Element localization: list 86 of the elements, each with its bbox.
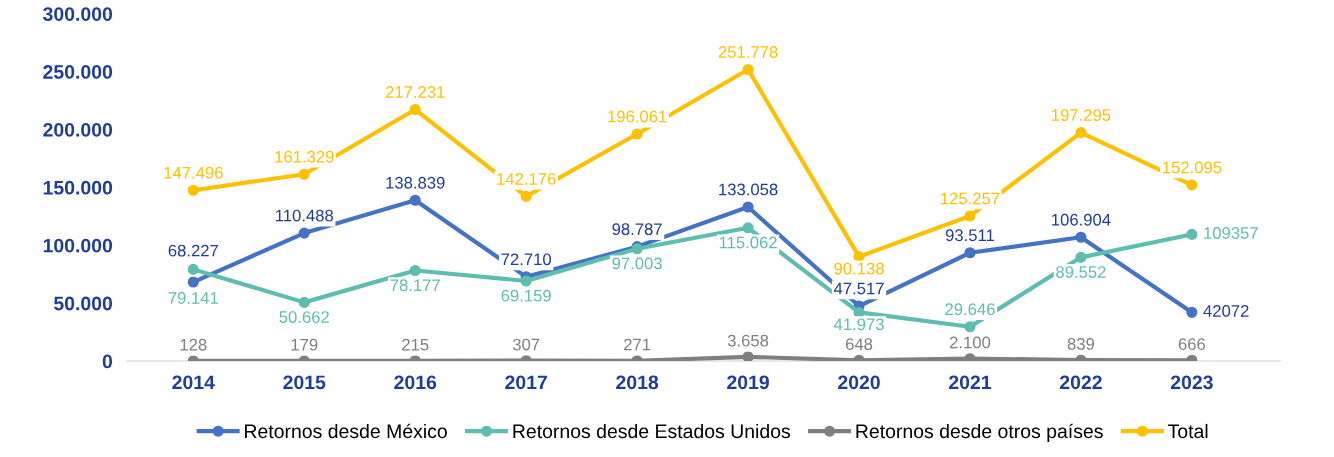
data-label: 109357 (1204, 227, 1258, 239)
data-label: 128 (180, 338, 207, 351)
y-tick-label: 250.000 (43, 65, 113, 79)
point (1186, 306, 1198, 318)
point (964, 321, 976, 333)
data-label: 142.176 (497, 173, 556, 185)
data-label: 215 (402, 338, 429, 351)
data-label: 217.231 (385, 86, 445, 98)
point (298, 168, 310, 180)
point (742, 201, 754, 213)
x-tick-label: 2016 (394, 375, 437, 390)
data-label: 41.973 (833, 318, 884, 331)
data-label: 42072 (1203, 304, 1249, 317)
data-label: 106.904 (1052, 213, 1111, 226)
data-label: 50.662 (279, 311, 329, 323)
point (964, 247, 976, 259)
data-label: 197.295 (1052, 109, 1111, 121)
legend-label: Retornos desde México (245, 423, 447, 439)
data-label: 133.058 (719, 183, 778, 196)
point (1075, 251, 1087, 263)
y-tick-label: 200.000 (43, 122, 113, 137)
data-label: 839 (1067, 338, 1095, 350)
data-label: 152.095 (1163, 161, 1222, 174)
point (520, 190, 532, 202)
y-tick-label: 300.000 (43, 7, 113, 21)
data-label: 3.658 (727, 334, 769, 347)
data-label: 196.061 (608, 110, 667, 123)
point (298, 296, 310, 308)
y-tick-label: 0 (102, 354, 113, 369)
data-label: 110.488 (276, 209, 334, 222)
point (1075, 231, 1087, 243)
data-label: 307 (512, 338, 540, 351)
x-tick-label: 2018 (616, 375, 659, 390)
point (742, 351, 754, 362)
x-tick-label: 2020 (838, 375, 880, 390)
point (187, 184, 199, 196)
data-label: 69.159 (501, 289, 551, 302)
x-tick-label: 2022 (1059, 375, 1102, 390)
x-tick-label: 2023 (1170, 375, 1213, 390)
data-label: 78.177 (390, 279, 440, 292)
data-label: 115.062 (719, 236, 777, 249)
data-label: 138.839 (386, 176, 445, 189)
y-tick-label: 100.000 (43, 238, 113, 253)
point (409, 103, 421, 116)
data-label: 90.138 (834, 262, 884, 275)
point (409, 194, 421, 206)
data-label: 72.710 (501, 253, 551, 266)
data-label: 93.511 (945, 229, 995, 242)
point (187, 263, 199, 275)
data-label: 666 (1178, 338, 1206, 351)
data-label: 68.227 (168, 244, 218, 257)
point (187, 276, 199, 288)
point (1186, 228, 1198, 240)
y-tick-label: 150.000 (43, 180, 113, 195)
point (520, 275, 532, 287)
data-label: 98.787 (612, 223, 662, 236)
x-tick-label: 2019 (727, 375, 769, 390)
data-label: 29.646 (945, 303, 995, 316)
x-tick-label: 2014 (172, 375, 215, 390)
data-label: 271 (624, 338, 651, 351)
point (409, 264, 421, 277)
point (298, 227, 310, 239)
point (631, 128, 643, 140)
legend-label: Retornos desde Estados Unidos (513, 423, 791, 439)
data-label: 648 (845, 338, 873, 351)
x-tick-label: 2021 (949, 375, 992, 390)
point (1186, 179, 1198, 191)
point (964, 210, 976, 222)
y-tick-label: 50.000 (53, 296, 113, 311)
legend-label: Total (1168, 423, 1208, 439)
point (742, 222, 754, 234)
data-label: 147.496 (164, 166, 223, 179)
point (1075, 127, 1087, 139)
data-label: 179 (291, 338, 318, 351)
data-label: 251.778 (718, 46, 778, 58)
x-tick-label: 2015 (283, 375, 326, 390)
data-label: 125.257 (941, 192, 1000, 205)
data-label: 97.003 (612, 257, 662, 270)
data-label: 161.329 (275, 150, 334, 163)
data-label: 47.517 (833, 282, 884, 295)
legend-label: Retornos desde otros países (856, 423, 1103, 443)
x-tick-label: 2017 (505, 375, 547, 390)
data-label: 89.552 (1056, 266, 1106, 278)
point (742, 63, 754, 76)
data-label: 79.141 (168, 292, 218, 304)
data-label: 2.100 (949, 336, 991, 349)
